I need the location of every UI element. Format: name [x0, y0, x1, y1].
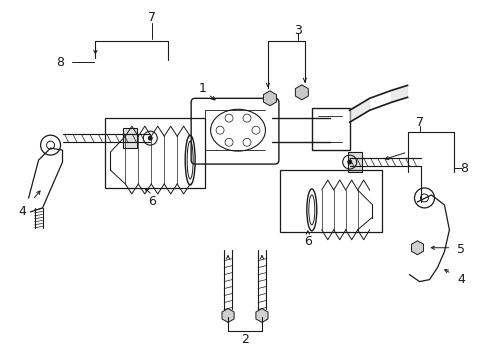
- FancyBboxPatch shape: [123, 128, 137, 148]
- Polygon shape: [391, 85, 407, 102]
- Text: 4: 4: [456, 273, 465, 286]
- Text: 1: 1: [198, 82, 205, 95]
- Text: 8: 8: [459, 162, 468, 175]
- Text: 6: 6: [148, 195, 156, 208]
- Text: 8: 8: [57, 56, 64, 69]
- Text: 4: 4: [19, 205, 26, 219]
- Text: 6: 6: [303, 235, 311, 248]
- Bar: [279, 170, 381, 232]
- Polygon shape: [349, 98, 369, 122]
- Circle shape: [346, 159, 351, 165]
- Text: 7: 7: [415, 116, 423, 129]
- Text: 5: 5: [456, 243, 465, 256]
- Text: 2: 2: [241, 333, 248, 346]
- Text: 7: 7: [148, 11, 156, 24]
- Bar: [311, 108, 349, 150]
- Circle shape: [147, 136, 152, 141]
- Bar: [105, 118, 204, 188]
- FancyBboxPatch shape: [347, 152, 361, 172]
- Text: 3: 3: [293, 24, 301, 37]
